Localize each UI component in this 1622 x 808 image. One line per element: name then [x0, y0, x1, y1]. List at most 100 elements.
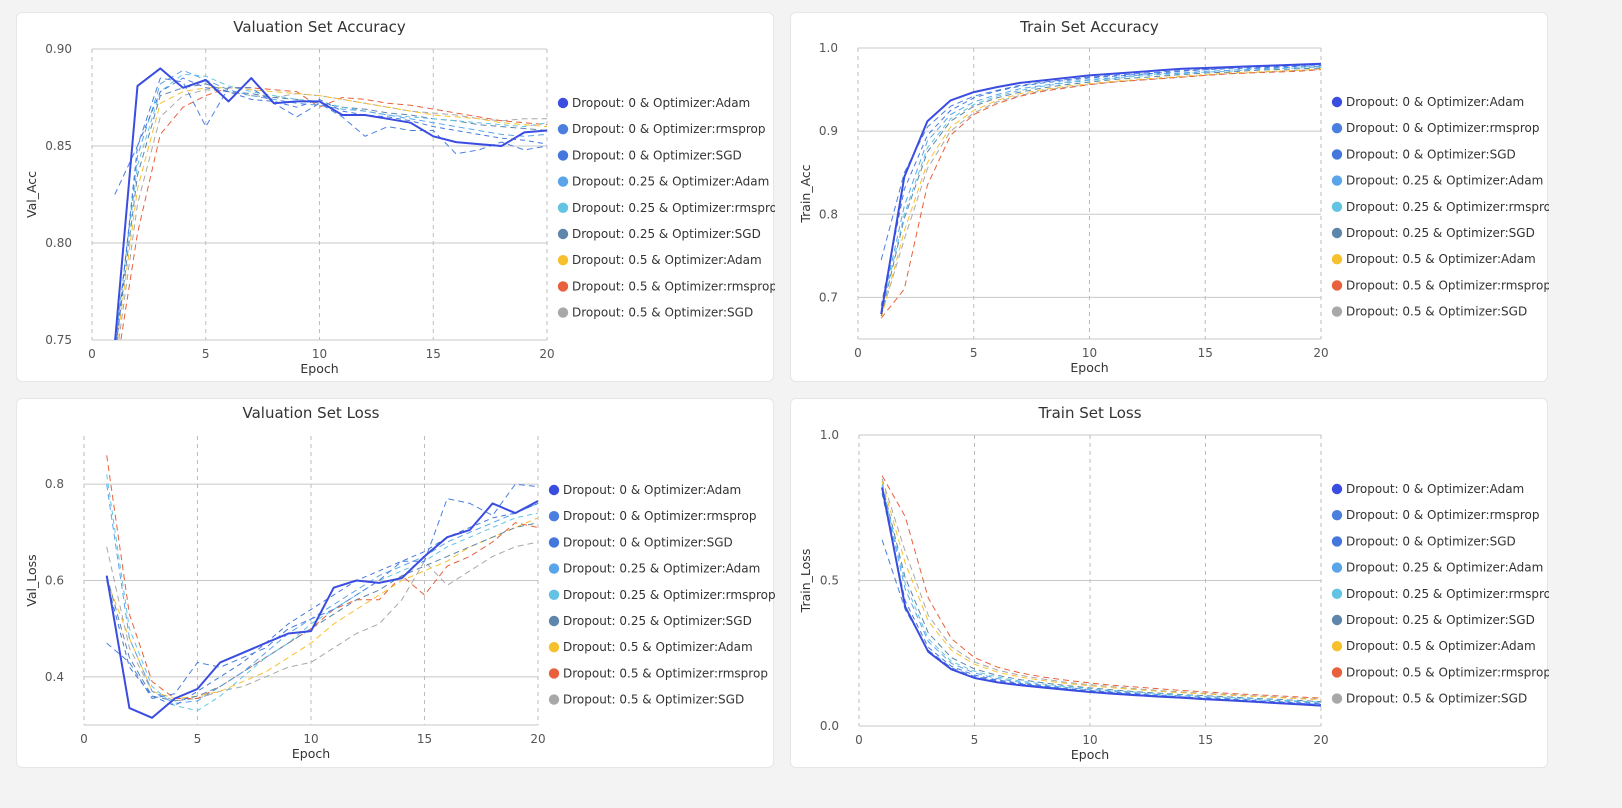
- legend-marker: [1331, 641, 1343, 652]
- y-tick-label: 0.90: [45, 42, 72, 56]
- legend-marker: [1331, 614, 1343, 626]
- chart-panel-valuation-loss: Valuation Set Loss 0.4 0.6 0.8 0 5 10 15 20 Epoch…: [16, 398, 775, 768]
- x-axis-label: Epoch: [1070, 360, 1108, 375]
- series-line: [880, 65, 1321, 311]
- chart-title: Valuation Set Loss: [243, 404, 380, 422]
- series-group: [105, 455, 538, 719]
- legend-marker: [1331, 175, 1343, 186]
- legend-marker: [548, 563, 560, 574]
- legend-marker: [1331, 562, 1343, 573]
- x-tick-label: 20: [1313, 346, 1328, 360]
- chart-valuation-loss: Valuation Set Loss 0.4 0.6 0.8 0 5 10 15 20 Epoch…: [24, 404, 775, 761]
- series-line: [106, 483, 538, 699]
- series-line: [106, 541, 538, 702]
- legend-label: Dropout: 0.5 & Optimizer:rmsprop: [1346, 665, 1549, 679]
- series-line: [881, 493, 1321, 705]
- legend-marker: [1331, 306, 1343, 317]
- legend-label: Dropout: 0.5 & Optimizer:Adam: [1346, 639, 1536, 653]
- legend-marker: [548, 694, 560, 705]
- legend-label: Dropout: 0.25 & Optimizer:rmsprop: [572, 201, 775, 215]
- legend-label: Dropout: 0.25 & Optimizer:Adam: [572, 175, 769, 189]
- series-line: [881, 484, 1321, 703]
- series-line: [881, 487, 1321, 704]
- legend-label: Dropout: 0.25 & Optimizer:Adam: [563, 562, 760, 576]
- legend-marker: [1331, 667, 1343, 678]
- legend-marker: [548, 668, 560, 679]
- legend-label: Dropout: 0 & Optimizer:SGD: [572, 148, 742, 162]
- legend-marker: [548, 484, 560, 496]
- legend-label: Dropout: 0 & Optimizer:Adam: [572, 96, 750, 110]
- x-tick-label: 0: [855, 733, 863, 747]
- y-tick-label: 0.85: [45, 139, 72, 153]
- series-line: [880, 62, 1321, 315]
- legend-marker: [1331, 693, 1343, 704]
- legend-marker: [1331, 588, 1343, 599]
- series-line: [105, 500, 538, 719]
- x-tick-label: 10: [1082, 346, 1097, 360]
- legend-label: Dropout: 0.25 & Optimizer:SGD: [563, 614, 752, 628]
- legend-label: Dropout: 0.5 & Optimizer:SGD: [572, 306, 753, 320]
- x-tick-label: 10: [312, 347, 327, 361]
- legend-marker: [548, 642, 560, 653]
- chart-panel-valuation-accuracy: Valuation Set Accuracy 0.75 0.80 0.85 0.90 0 5…: [16, 12, 775, 382]
- legend-label: Dropout: 0 & Optimizer:rmsprop: [572, 122, 765, 136]
- series-group: [114, 67, 547, 340]
- legend-label: Dropout: 0.5 & Optimizer:rmsprop: [572, 279, 775, 293]
- x-tick-label: 5: [971, 733, 979, 747]
- x-axis-label: Epoch: [300, 361, 338, 376]
- legend-label: Dropout: 0.5 & Optimizer:rmsprop: [563, 666, 768, 680]
- y-tick-label: 0.5: [820, 574, 839, 588]
- series-line: [106, 502, 538, 707]
- legend-label: Dropout: 0.5 & Optimizer:rmsprop: [1346, 278, 1549, 292]
- legend-marker: [557, 281, 569, 292]
- legend-marker: [548, 511, 560, 522]
- legend-label: Dropout: 0.25 & Optimizer:rmsprop: [1346, 200, 1549, 214]
- legend-label: Dropout: 0 & Optimizer:rmsprop: [1346, 508, 1539, 522]
- series-line: [880, 67, 1321, 316]
- legend-marker: [1331, 254, 1343, 265]
- legend-label: Dropout: 0.5 & Optimizer:Adam: [563, 640, 753, 654]
- legend-label: Dropout: 0.25 & Optimizer:SGD: [1346, 613, 1535, 627]
- series-line: [880, 69, 1321, 316]
- x-axis-label: Epoch: [1071, 747, 1109, 762]
- legend-label: Dropout: 0 & Optimizer:SGD: [1346, 147, 1516, 161]
- legend-label: Dropout: 0.25 & Optimizer:Adam: [1346, 174, 1543, 188]
- chart-panel-train-accuracy: Train Set Accuracy 0.7 0.8 0.9 1.0 0 5 10 15 20 Ep…: [790, 12, 1549, 382]
- series-line: [116, 77, 547, 340]
- legend-marker: [557, 255, 569, 266]
- series-line: [880, 64, 1321, 261]
- x-tick-label: 0: [854, 346, 862, 360]
- series-line: [106, 517, 538, 699]
- series-line: [106, 455, 538, 699]
- legend-label: Dropout: 0.25 & Optimizer:SGD: [572, 227, 761, 241]
- x-tick-label: 15: [426, 347, 441, 361]
- legend-marker: [548, 615, 560, 627]
- x-tick-label: 15: [1198, 733, 1213, 747]
- y-tick-label: 0.9: [819, 124, 838, 138]
- series-line: [106, 522, 538, 702]
- series-line: [880, 66, 1321, 315]
- series-line: [880, 68, 1321, 319]
- legend-label: Dropout: 0 & Optimizer:rmsprop: [563, 509, 756, 523]
- legend-label: Dropout: 0.25 & Optimizer:rmsprop: [563, 588, 775, 602]
- y-tick-label: 1.0: [820, 428, 839, 442]
- legend-label: Dropout: 0 & Optimizer:rmsprop: [1346, 121, 1539, 135]
- y-tick-label: 0.8: [819, 207, 838, 221]
- legend-marker: [1331, 123, 1343, 134]
- legend-label: Dropout: 0.5 & Optimizer:SGD: [1346, 305, 1527, 319]
- chart-title: Valuation Set Accuracy: [233, 18, 406, 36]
- series-line: [881, 487, 1321, 707]
- series-line: [120, 87, 547, 340]
- legend-label: Dropout: 0.25 & Optimizer:rmsprop: [1346, 587, 1549, 601]
- x-tick-label: 5: [202, 347, 210, 361]
- chart-panel-train-loss: Train Set Loss 0.0 0.5 1.0 0 5 10 15 20 Epoch Trai…: [790, 398, 1549, 768]
- y-axis-label: Val_Loss: [24, 554, 39, 606]
- y-tick-label: 0.0: [820, 719, 839, 733]
- y-tick-label: 0.8: [45, 477, 64, 491]
- y-axis-label: Val_Acc: [24, 171, 39, 218]
- legend-marker: [1331, 96, 1343, 108]
- legend-label: Dropout: 0 & Optimizer:Adam: [1346, 95, 1524, 109]
- x-tick-label: 15: [1198, 346, 1213, 360]
- x-axis-label: Epoch: [292, 746, 330, 761]
- series-line: [881, 539, 1321, 705]
